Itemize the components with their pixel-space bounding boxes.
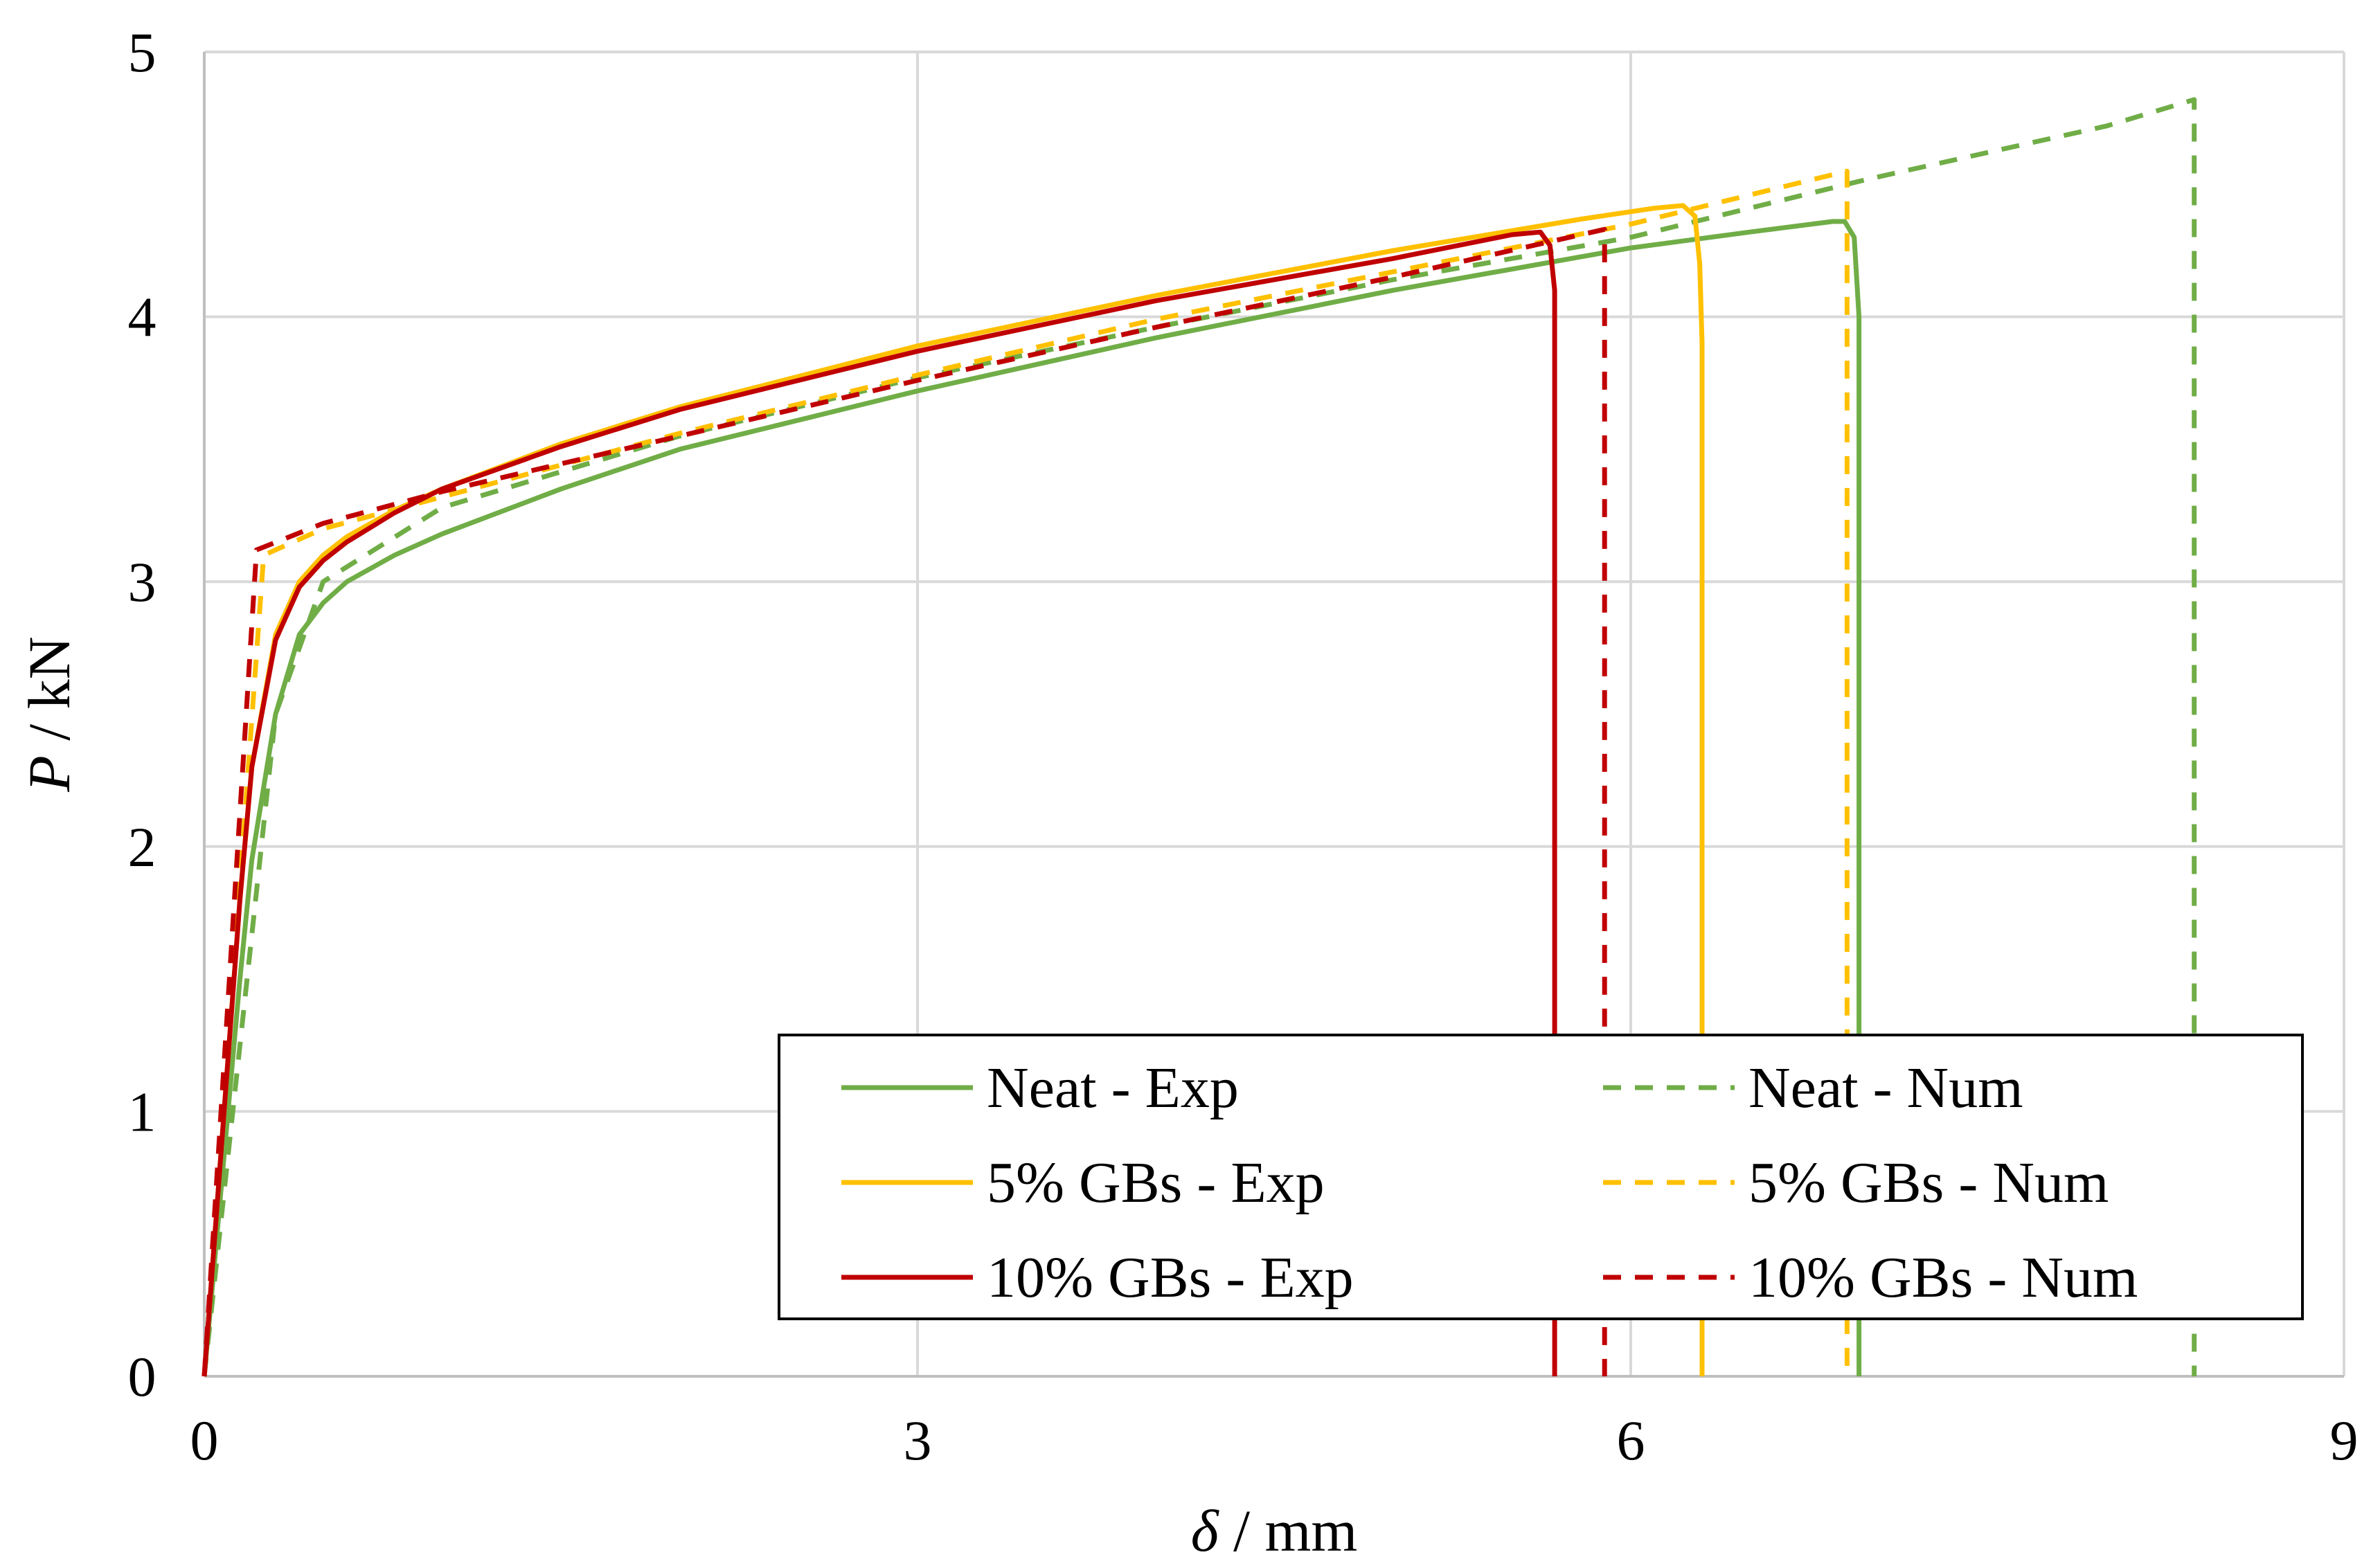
- series-line-4: [202, 229, 1557, 1377]
- legend-label-4: 10% GBs - Exp: [987, 1245, 1354, 1310]
- y-tick-label-2: 2: [128, 816, 156, 879]
- series-line-1: [202, 97, 2197, 1377]
- legend-box: [778, 1034, 2304, 1320]
- tick-labels: 0 3 6 9 0 1 2 3 4 5: [128, 21, 2359, 1472]
- legend-label-1: Neat - Num: [1748, 1056, 2023, 1120]
- series-lines: [202, 97, 2197, 1377]
- y-axis-symbol: P: [16, 755, 82, 793]
- series-line-0: [202, 219, 1862, 1377]
- y-tick-label-3: 3: [128, 550, 156, 613]
- y-tick-label-0: 0: [128, 1345, 156, 1408]
- y-tick-label-5: 5: [128, 21, 156, 84]
- x-tick-label-1: 3: [904, 1409, 932, 1472]
- x-axis-symbol: δ: [1191, 1497, 1220, 1564]
- series-line-3: [202, 168, 1850, 1377]
- series-line-5: [202, 226, 1607, 1377]
- legend-label-3: 5% GBs - Num: [1748, 1151, 2109, 1215]
- y-axis-label: P / kN: [16, 636, 82, 793]
- y-axis-unit: / kN: [16, 636, 82, 755]
- legend-label-2: 5% GBs - Exp: [987, 1151, 1325, 1215]
- legend-label-5: 10% GBs - Num: [1748, 1245, 2138, 1310]
- y-tick-label-4: 4: [128, 286, 156, 349]
- legend: Neat - Exp Neat - Num 5% GBs - Exp 5% GBs -…: [778, 1034, 2304, 1320]
- gridlines: [203, 51, 2345, 1378]
- x-tick-label-2: 6: [1617, 1409, 1645, 1472]
- x-tick-label-0: 0: [190, 1409, 219, 1472]
- axes: [203, 52, 2344, 1378]
- legend-label-0: Neat - Exp: [987, 1056, 1239, 1120]
- x-axis-unit: / mm: [1219, 1497, 1358, 1564]
- y-tick-label-1: 1: [128, 1080, 156, 1143]
- x-tick-label-3: 9: [2330, 1409, 2359, 1472]
- x-axis-label: δ / mm: [1191, 1497, 1358, 1564]
